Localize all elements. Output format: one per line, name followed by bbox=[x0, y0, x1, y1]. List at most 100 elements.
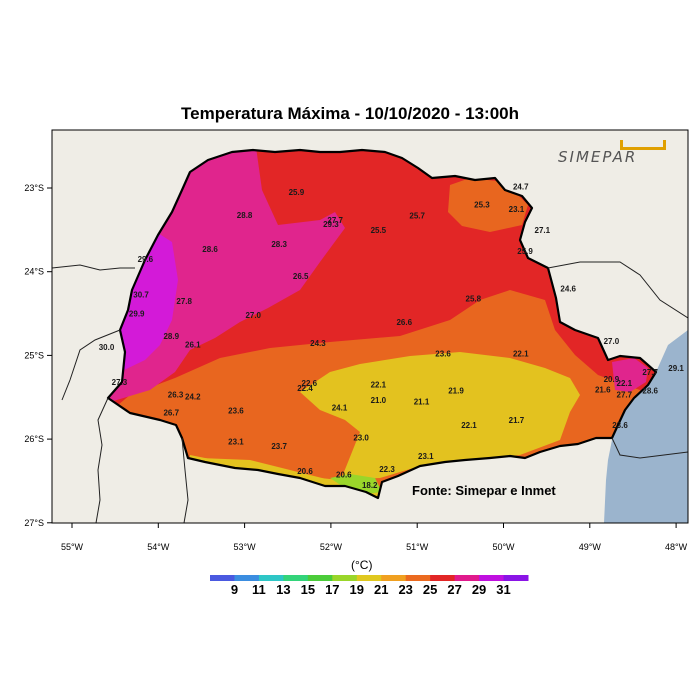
colorbar-label: 9 bbox=[231, 582, 238, 597]
station-value: 27.1 bbox=[535, 226, 551, 235]
station-value: 27.0 bbox=[604, 337, 620, 346]
colorbar-label: 19 bbox=[350, 582, 364, 597]
station-value: 22.1 bbox=[461, 421, 477, 430]
station-value: 24.2 bbox=[185, 392, 201, 401]
station-value: 22.1 bbox=[617, 379, 633, 388]
simepar-logo: SIMEPAR bbox=[558, 140, 676, 170]
station-value: 27.7 bbox=[327, 216, 343, 225]
station-value: 25.9 bbox=[289, 188, 305, 197]
station-value: 18.2 bbox=[362, 481, 378, 490]
station-values: 25.928.827.729.325.725.525.324.723.127.1… bbox=[99, 182, 685, 490]
colorbar-segment bbox=[307, 575, 333, 581]
station-value: 23.1 bbox=[418, 452, 434, 461]
station-value: 24.3 bbox=[310, 339, 326, 348]
station-value: 27.0 bbox=[245, 311, 261, 320]
station-value: 20.9 bbox=[604, 375, 620, 384]
lon-tick-label: 55°W bbox=[61, 542, 84, 552]
colorbar-unit: (°C) bbox=[351, 558, 373, 572]
field-yellow bbox=[200, 352, 580, 482]
station-value: 23.0 bbox=[353, 433, 369, 442]
station-value: 25.5 bbox=[371, 226, 387, 235]
station-value: 28.3 bbox=[271, 240, 287, 249]
colorbar-label: 27 bbox=[447, 582, 461, 597]
colorbar-segment bbox=[503, 575, 529, 581]
colorbar-label: 31 bbox=[496, 582, 510, 597]
lon-tick-label: 53°W bbox=[234, 542, 257, 552]
station-value: 23.1 bbox=[509, 205, 525, 214]
simepar-logo-mark bbox=[620, 140, 666, 150]
field-pink-coast bbox=[612, 358, 648, 392]
colorbar-segment bbox=[381, 575, 407, 581]
lat-tick-label: 27°S bbox=[24, 518, 44, 528]
colorbar-segment bbox=[210, 575, 235, 581]
colorbar-label: 25 bbox=[423, 582, 437, 597]
station-value: 26.7 bbox=[163, 408, 179, 417]
lat-tick-label: 23°S bbox=[24, 183, 44, 193]
map-frame-content bbox=[52, 130, 688, 523]
neighbor-border-west bbox=[52, 264, 688, 523]
station-value: 26.5 bbox=[293, 272, 309, 281]
station-value: 24.7 bbox=[513, 182, 529, 191]
colorbar-segment bbox=[234, 575, 260, 581]
colorbar-label: 15 bbox=[301, 582, 315, 597]
simepar-logo-text: SIMEPAR bbox=[558, 148, 638, 166]
source-note: Fonte: Simepar e Inmet bbox=[412, 483, 556, 498]
colorbar-label: 29 bbox=[472, 582, 486, 597]
parana-border bbox=[106, 148, 658, 500]
station-value: 26.6 bbox=[396, 318, 412, 327]
lon-tick-label: 50°W bbox=[492, 542, 515, 552]
lon-tick-label: 48°W bbox=[665, 542, 688, 552]
colorbar-label: 13 bbox=[276, 582, 290, 597]
colorbar: 9 11 13 15 17 19 21 23 25 27 29 31 bbox=[210, 575, 529, 597]
colorbar-label: 17 bbox=[325, 582, 339, 597]
lon-tick-label: 49°W bbox=[579, 542, 602, 552]
station-value: 25.8 bbox=[466, 294, 482, 303]
station-value: 28.6 bbox=[642, 387, 658, 396]
station-value: 28.8 bbox=[237, 211, 253, 220]
colorbar-label: 11 bbox=[252, 582, 266, 597]
colorbar-segment bbox=[405, 575, 431, 581]
station-value: 23.6 bbox=[612, 421, 628, 430]
station-value: 23.7 bbox=[271, 442, 287, 451]
station-value: 21.9 bbox=[448, 387, 464, 396]
station-value: 24.1 bbox=[332, 403, 348, 412]
station-value: 23.6 bbox=[228, 407, 244, 416]
station-value: 20.6 bbox=[297, 467, 313, 476]
station-value: 29.9 bbox=[129, 310, 145, 319]
station-value: 21.7 bbox=[509, 416, 525, 425]
station-value: 26.3 bbox=[168, 391, 184, 400]
colorbar-segment bbox=[356, 575, 382, 581]
station-value: 27.7 bbox=[642, 368, 658, 377]
station-value: 21.0 bbox=[371, 396, 387, 405]
station-value: 26.1 bbox=[185, 341, 201, 350]
station-value: 24.6 bbox=[560, 284, 576, 293]
colorbar-segment bbox=[479, 575, 505, 581]
latitude-axis: 23°S 24°S 25°S 26°S 27°S bbox=[24, 183, 52, 528]
colorbar-segment bbox=[258, 575, 284, 581]
station-value: 29.3 bbox=[323, 220, 339, 229]
lon-tick-label: 51°W bbox=[406, 542, 429, 552]
neighbor-border-sp bbox=[547, 261, 688, 319]
lon-tick-label: 52°W bbox=[320, 542, 343, 552]
map-frame bbox=[51, 129, 689, 524]
lat-tick-label: 25°S bbox=[24, 350, 44, 360]
station-value: 25.9 bbox=[517, 247, 533, 256]
lon-tick-label: 54°W bbox=[147, 542, 170, 552]
station-value: 28.6 bbox=[202, 245, 218, 254]
station-value: 27.7 bbox=[617, 391, 633, 400]
station-value: 23.1 bbox=[228, 438, 244, 447]
map-title: Temperatura Máxima - 10/10/2020 - 13:00h bbox=[181, 104, 519, 123]
station-value: 20.6 bbox=[336, 470, 352, 479]
station-value: 25.3 bbox=[474, 201, 490, 210]
station-value: 23.6 bbox=[435, 350, 451, 359]
station-value: 30.0 bbox=[99, 343, 115, 352]
station-value: 22.1 bbox=[371, 381, 387, 390]
station-value: 22.3 bbox=[379, 465, 395, 474]
lat-tick-label: 26°S bbox=[24, 434, 44, 444]
lat-tick-label: 24°S bbox=[24, 267, 44, 277]
station-value: 21.1 bbox=[414, 397, 430, 406]
colorbar-label: 23 bbox=[398, 582, 412, 597]
longitude-axis: 55°W 54°W 53°W 52°W 51°W 50°W 49°W 48°W bbox=[61, 523, 688, 552]
station-value: 25.7 bbox=[409, 212, 425, 221]
field-green bbox=[330, 474, 382, 494]
